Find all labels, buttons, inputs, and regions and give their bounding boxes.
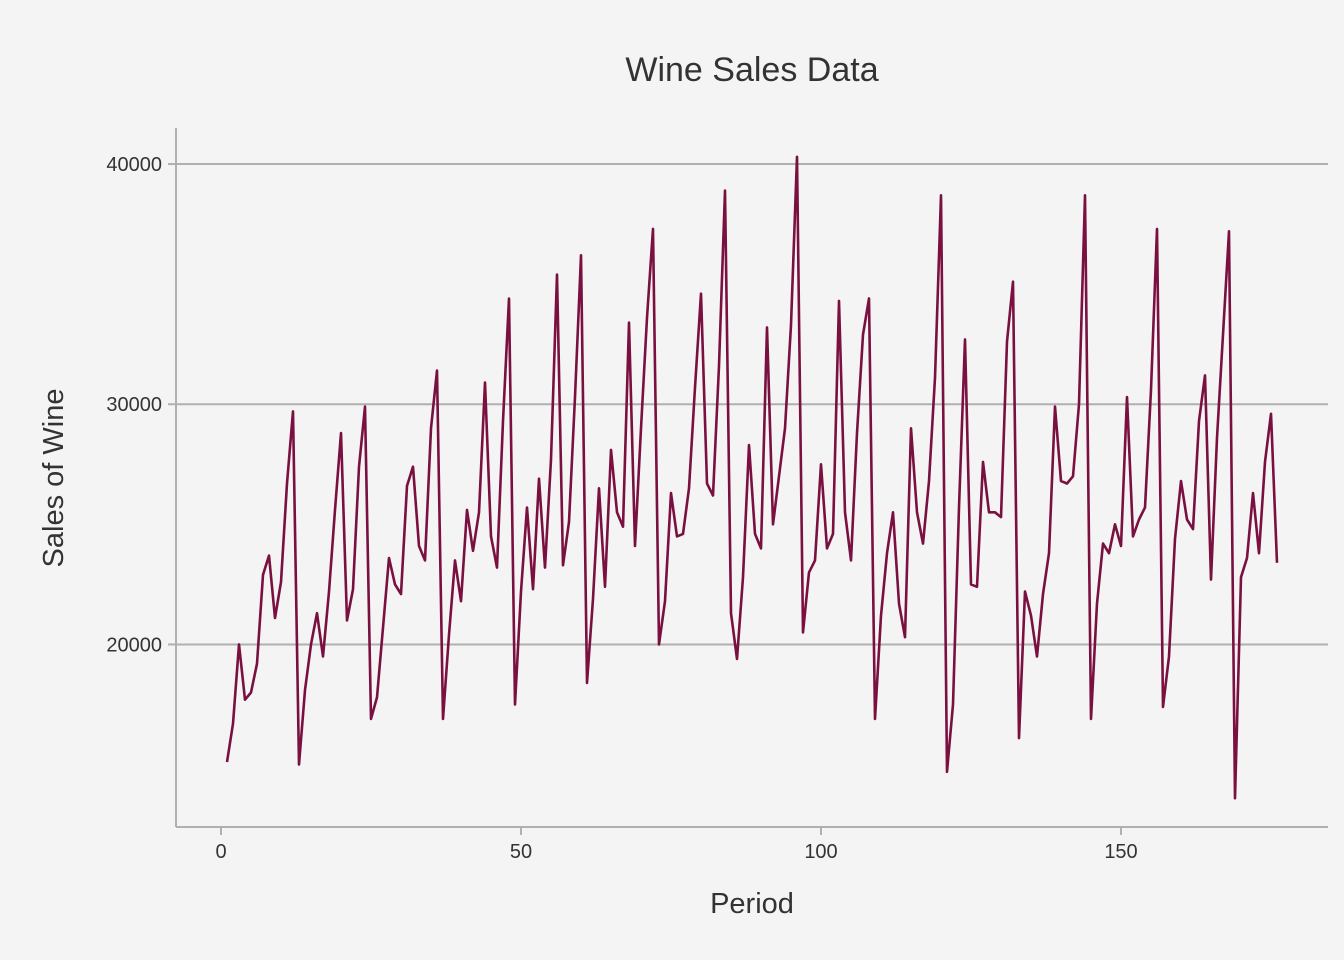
x-tick-label: 150 — [1104, 841, 1137, 863]
x-tick-label: 50 — [510, 841, 532, 863]
gridlines — [176, 163, 1328, 646]
x-axis-title: Period — [710, 888, 794, 920]
chart-title: Wine Sales Data — [625, 51, 878, 89]
y-tick-label: 40000 — [106, 154, 162, 176]
x-tick-label: 0 — [215, 841, 226, 863]
series-line-sales — [225, 155, 1279, 800]
x-tick-label: 100 — [804, 841, 837, 863]
y-axis-title: Sales of Wine — [38, 389, 70, 568]
y-tick-label: 30000 — [106, 394, 162, 416]
axis-ticks: 20000 30000 40000 0 50 100 150 — [106, 154, 1137, 863]
y-tick-label: 20000 — [106, 634, 162, 656]
